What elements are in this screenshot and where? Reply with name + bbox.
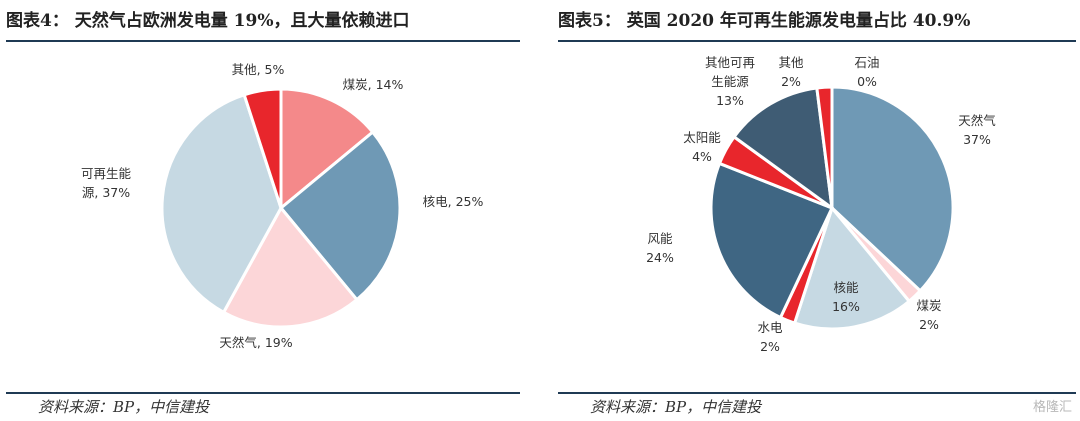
slice-label: 煤炭 2% [916,298,941,332]
slice-label: 天然气, 19% [219,335,292,350]
slice-label: 核能 16% [832,280,860,314]
pie-slice [732,86,834,212]
watermark-logo: 格隆汇 [1032,400,1072,415]
slice-label: 其他可再生能源 13% [705,55,756,108]
slice-label: 风能 24% [646,231,674,265]
title-divider [558,40,1076,42]
chart-title: 图表5： 英国 2020 年可再生能源发电量占比 40.9% [558,11,971,31]
pie-slice [830,85,955,293]
pie-slice [815,85,834,209]
pie-chart-europe: 煤炭, 14% 核电, 25% 天然气, 19% 可再生能源, 37% 其他, 5% [81,62,484,350]
chart-panel-left: 图表4： 天然气占欧洲发电量 19%，且大量依赖进口 煤炭, 14% 核电, 25… [6,11,520,416]
pie-slice [221,205,359,329]
pie-chart-uk: 天然气 37% 煤炭 2% 核能 16% 水电 2% 风能 24% 太阳能 4% 其他可再生能源 13% 其… [646,55,996,354]
source-divider [558,392,1076,394]
chart-panel-right: 图表5： 英国 2020 年可再生能源发电量占比 40.9% 天然气 37% 煤炭 2… [540,0,1080,421]
slice-label: 可再生能源, 37% [81,166,132,200]
slice-label: 煤炭, 14% [343,77,404,92]
slice-label: 水电 2% [757,320,783,354]
slice-label: 核电, 25% [423,194,484,209]
source-divider [6,392,520,394]
pie-slice [160,92,283,315]
source-note: 资料来源：BP，中信建投 [590,398,762,416]
pie-slice [279,87,375,212]
slice-label: 石油 0% [854,55,879,89]
slice-label: 其他 2% [778,55,804,89]
slice-label: 太阳能 4% [683,130,721,164]
pie-slice [709,161,835,320]
slice-label: 天然气 37% [958,113,996,147]
source-note: 资料来源：BP，中信建投 [38,398,210,416]
slice-label: 其他, 5% [232,62,285,77]
chart-title: 图表4： 天然气占欧洲发电量 19%，且大量依赖进口 [6,11,410,31]
pie-slice [242,87,283,209]
pie-slice [278,130,402,302]
title-divider [6,40,520,42]
